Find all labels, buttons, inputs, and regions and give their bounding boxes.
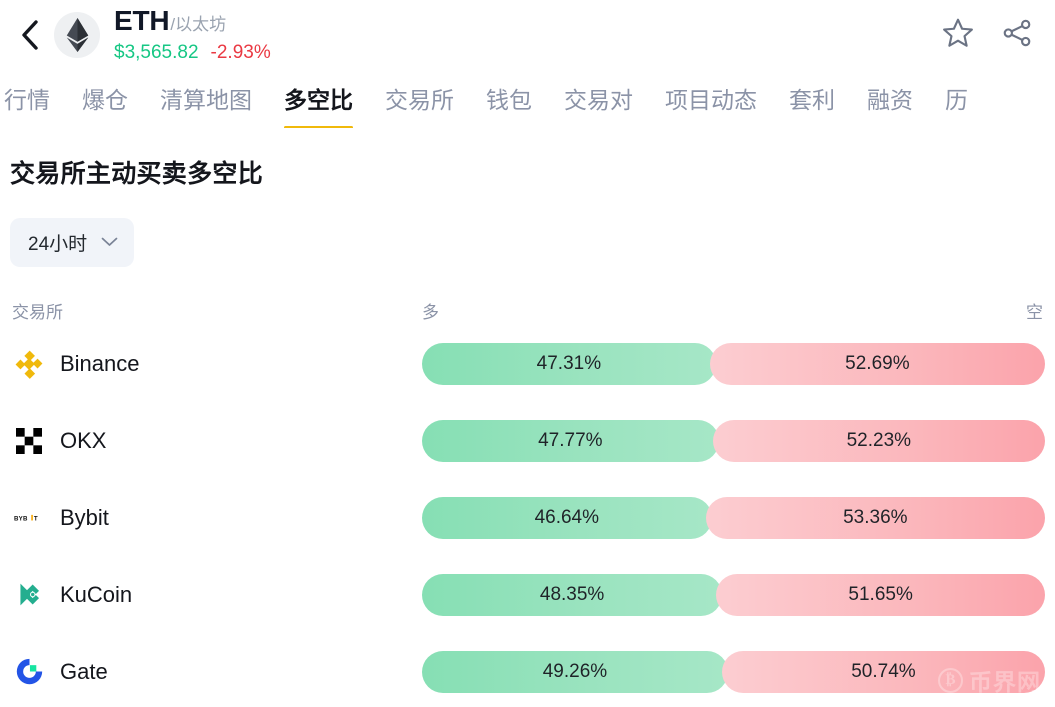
coin-change-percent: -2.93% xyxy=(210,41,271,63)
tab-0[interactable]: 行情 xyxy=(4,87,50,113)
bar-long: 46.64% xyxy=(422,496,712,539)
tab-4[interactable]: 交易所 xyxy=(385,87,454,113)
column-header-exchange: 交易所 xyxy=(12,302,63,322)
table-body: Binance 47.31% 52.69% OKX 47.77% 52.23% BYB T By… xyxy=(10,325,1045,707)
gate-logo-icon xyxy=(14,657,44,687)
table-row[interactable]: KuCoin 48.35% 51.65% xyxy=(10,556,1045,633)
coin-price: $3,565.82 xyxy=(114,41,199,63)
bar-short: 52.69% xyxy=(709,342,1045,385)
column-header-long: 多 xyxy=(422,302,439,322)
tab-10[interactable]: 历 xyxy=(945,87,968,113)
cell-exchange: KuCoin xyxy=(10,580,422,610)
chevron-down-icon xyxy=(101,234,118,252)
page-header: ETH /以太坊 $3,565.82 -2.93% xyxy=(0,0,1055,70)
cell-ratio-bar: 47.31% 52.69% xyxy=(422,342,1045,385)
coin-name-row: ETH /以太坊 xyxy=(114,4,941,36)
exchange-name: OKX xyxy=(60,427,107,453)
okx-logo-icon xyxy=(14,426,44,456)
binance-logo-icon xyxy=(14,349,44,379)
coin-info: ETH /以太坊 $3,565.82 -2.93% xyxy=(114,4,941,66)
exchange-name: Binance xyxy=(60,350,140,376)
main-section: 交易所主动买卖多空比 24小时 交易所 多 空 Binance 47.31% 52.… xyxy=(0,154,1055,707)
kucoin-logo-icon xyxy=(14,580,44,610)
cell-exchange: Binance xyxy=(10,349,422,379)
cell-exchange: OKX xyxy=(10,426,422,456)
price-row: $3,565.82 -2.93% xyxy=(114,42,941,64)
exchange-name: Bybit xyxy=(60,504,109,530)
long-short-ratio-table: 交易所 多 空 Binance 47.31% 52.69% OKX 47.77% 52.2… xyxy=(10,295,1045,707)
bar-short: 51.65% xyxy=(716,573,1045,616)
coin-name-cn: /以太坊 xyxy=(170,14,227,34)
bar-long: 47.31% xyxy=(422,342,716,385)
cell-ratio-bar: 47.77% 52.23% xyxy=(422,419,1045,462)
bar-long: 47.77% xyxy=(422,419,719,462)
tab-5[interactable]: 钱包 xyxy=(486,87,532,113)
table-row[interactable]: Binance 47.31% 52.69% xyxy=(10,325,1045,402)
share-button[interactable] xyxy=(1001,17,1033,54)
column-header-short: 空 xyxy=(1026,302,1043,322)
bybit-logo-icon: BYB T xyxy=(14,503,44,533)
bar-short: 50.74% xyxy=(721,650,1045,693)
nav-tabs: 行情 爆仓 清算地图 多空比 交易所 钱包 交易对 项目动态 套利 融资 历 xyxy=(0,70,1055,128)
table-row[interactable]: BYB T Bybit 46.64% 53.36% xyxy=(10,479,1045,556)
bar-short: 52.23% xyxy=(712,419,1045,462)
bar-long: 48.35% xyxy=(422,573,723,616)
period-select-value: 24小时 xyxy=(28,234,88,255)
svg-text:BYB: BYB xyxy=(14,515,28,522)
bar-long: 49.26% xyxy=(422,650,728,693)
share-icon xyxy=(1001,17,1033,54)
coin-symbol: ETH xyxy=(114,4,170,36)
tab-7[interactable]: 项目动态 xyxy=(665,87,757,113)
table-header-row: 交易所 多 空 xyxy=(10,295,1045,325)
table-row[interactable]: Gate 49.26% 50.74% xyxy=(10,633,1045,707)
cell-exchange: Gate xyxy=(10,657,422,687)
tab-3[interactable]: 多空比 xyxy=(284,81,353,128)
period-select[interactable]: 24小时 xyxy=(10,218,135,267)
cell-ratio-bar: 48.35% 51.65% xyxy=(422,573,1045,616)
tab-9[interactable]: 融资 xyxy=(867,87,913,113)
bar-short: 53.36% xyxy=(705,496,1045,539)
cell-ratio-bar: 49.26% 50.74% xyxy=(422,650,1045,693)
tab-6[interactable]: 交易对 xyxy=(564,87,633,113)
svg-text:T: T xyxy=(34,515,38,522)
cell-ratio-bar: 46.64% 53.36% xyxy=(422,496,1045,539)
cell-exchange: BYB T Bybit xyxy=(10,503,422,533)
back-button[interactable] xyxy=(8,13,52,57)
header-actions xyxy=(941,16,1037,55)
period-select-wrap: 24小时 xyxy=(10,218,1045,267)
ethereum-logo-icon xyxy=(54,12,100,58)
tab-2[interactable]: 清算地图 xyxy=(160,87,252,113)
favorite-button[interactable] xyxy=(941,16,975,55)
exchange-name: Gate xyxy=(60,658,108,684)
exchange-name: KuCoin xyxy=(60,581,133,607)
tab-1[interactable]: 爆仓 xyxy=(82,87,128,113)
star-icon xyxy=(941,16,975,55)
tab-8[interactable]: 套利 xyxy=(789,87,835,113)
table-row[interactable]: OKX 47.77% 52.23% xyxy=(10,402,1045,479)
chevron-left-icon xyxy=(19,19,41,51)
page-title: 交易所主动买卖多空比 xyxy=(10,160,264,188)
